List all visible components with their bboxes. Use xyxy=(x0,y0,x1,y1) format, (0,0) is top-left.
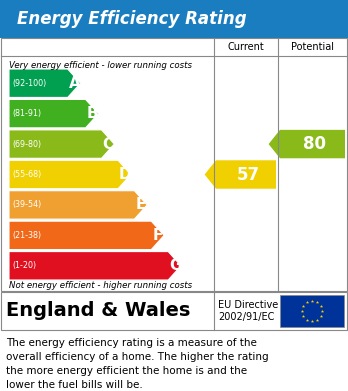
Polygon shape xyxy=(9,160,131,189)
Text: 80: 80 xyxy=(303,135,326,153)
Text: D: D xyxy=(119,167,132,182)
Text: EU Directive
2002/91/EC: EU Directive 2002/91/EC xyxy=(218,300,278,322)
Text: F: F xyxy=(152,228,163,243)
Text: B: B xyxy=(87,106,98,121)
Text: (21-38): (21-38) xyxy=(12,231,41,240)
Text: G: G xyxy=(169,258,182,273)
Text: Potential: Potential xyxy=(292,42,334,52)
Text: Very energy efficient - lower running costs: Very energy efficient - lower running co… xyxy=(9,61,192,70)
Text: Current: Current xyxy=(228,42,264,52)
Text: 57: 57 xyxy=(236,165,260,183)
Text: (81-91): (81-91) xyxy=(12,109,41,118)
Polygon shape xyxy=(9,69,80,97)
Text: A: A xyxy=(69,76,80,91)
Bar xyxy=(0,0,348,38)
Text: England & Wales: England & Wales xyxy=(6,301,190,321)
Text: (1-20): (1-20) xyxy=(12,261,36,270)
Polygon shape xyxy=(9,130,114,158)
Text: Not energy efficient - higher running costs: Not energy efficient - higher running co… xyxy=(9,280,192,289)
Text: Energy Efficiency Rating: Energy Efficiency Rating xyxy=(17,10,247,28)
Polygon shape xyxy=(269,130,345,158)
Text: (55-68): (55-68) xyxy=(12,170,41,179)
Bar xyxy=(280,295,344,327)
Text: C: C xyxy=(103,136,114,152)
Polygon shape xyxy=(9,251,181,280)
Polygon shape xyxy=(9,191,147,219)
Bar xyxy=(1,38,347,291)
Polygon shape xyxy=(205,160,276,189)
Polygon shape xyxy=(9,99,98,128)
Polygon shape xyxy=(9,221,164,249)
Text: (69-80): (69-80) xyxy=(12,140,41,149)
Text: (39-54): (39-54) xyxy=(12,201,41,210)
Bar xyxy=(1,292,347,330)
Text: (92-100): (92-100) xyxy=(12,79,46,88)
Text: E: E xyxy=(135,197,146,212)
Text: The energy efficiency rating is a measure of the
overall efficiency of a home. T: The energy efficiency rating is a measur… xyxy=(6,338,269,390)
